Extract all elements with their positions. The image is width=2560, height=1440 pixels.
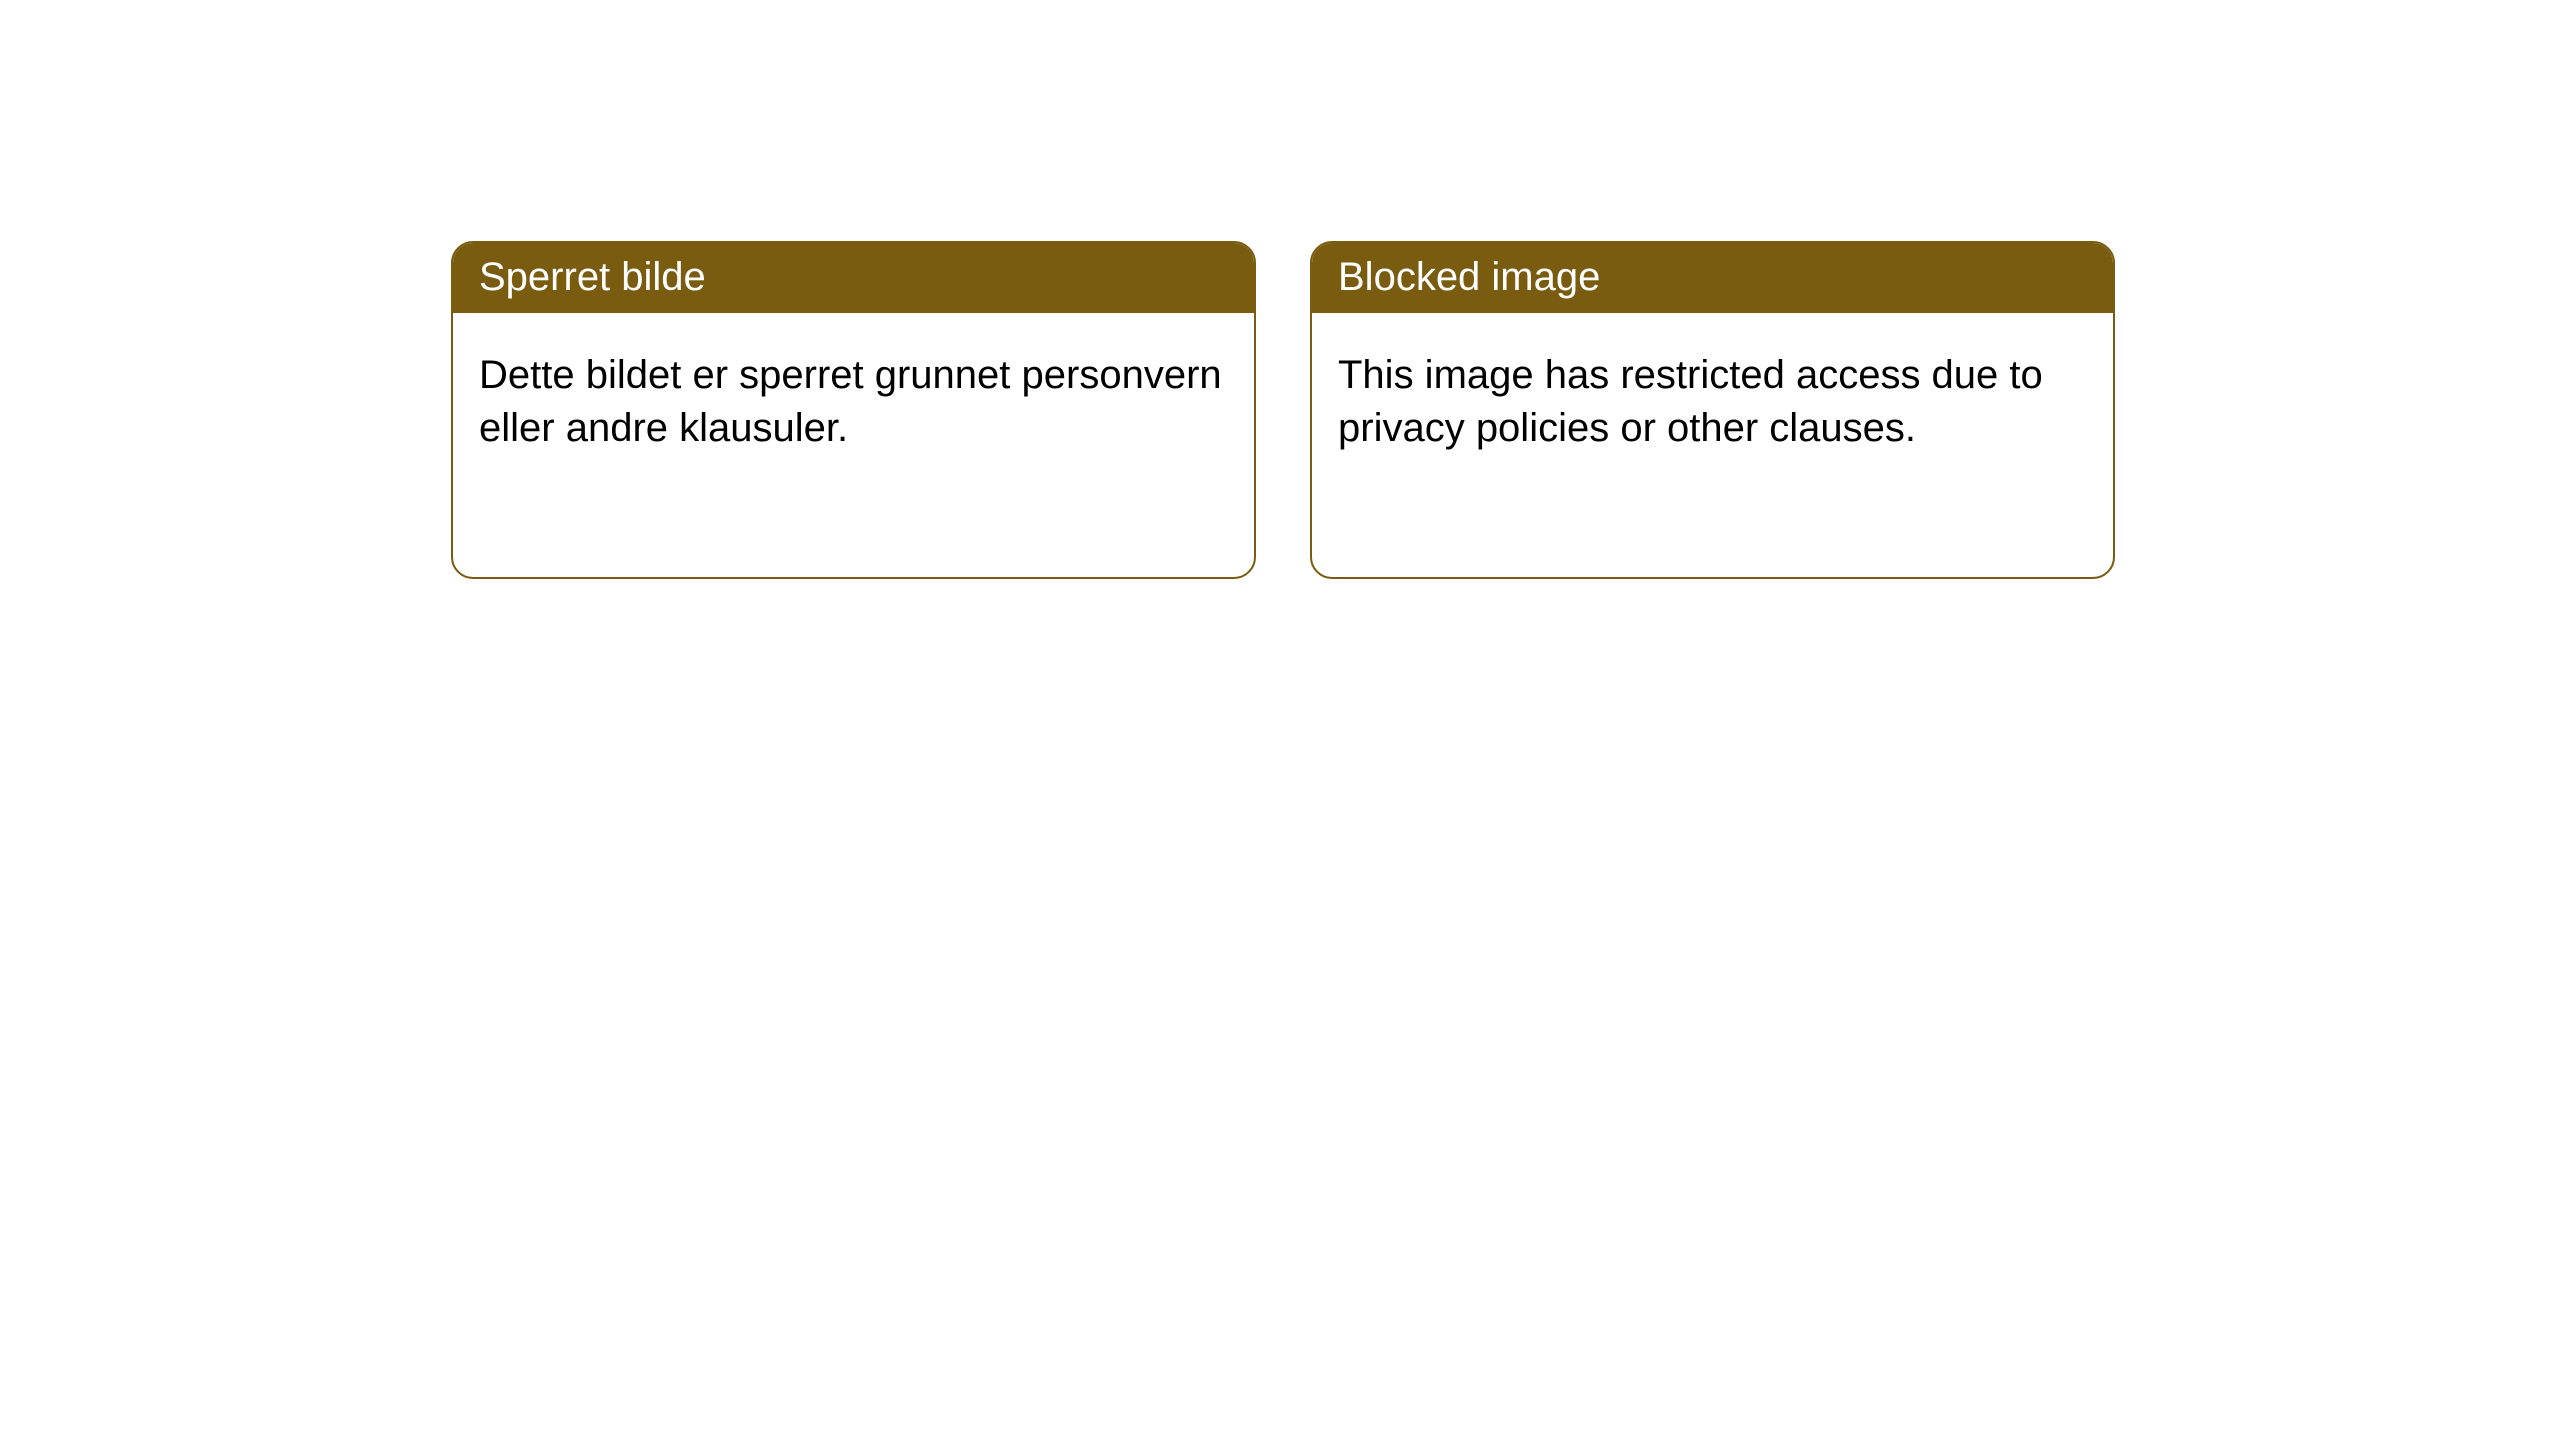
notice-card-title: Blocked image [1312, 243, 2113, 313]
notice-card-body: Dette bildet er sperret grunnet personve… [453, 313, 1254, 481]
notice-card-english: Blocked image This image has restricted … [1310, 241, 2115, 579]
notice-cards-container: Sperret bilde Dette bildet er sperret gr… [0, 0, 2560, 579]
notice-card-body: This image has restricted access due to … [1312, 313, 2113, 481]
notice-card-norwegian: Sperret bilde Dette bildet er sperret gr… [451, 241, 1256, 579]
notice-card-title: Sperret bilde [453, 243, 1254, 313]
